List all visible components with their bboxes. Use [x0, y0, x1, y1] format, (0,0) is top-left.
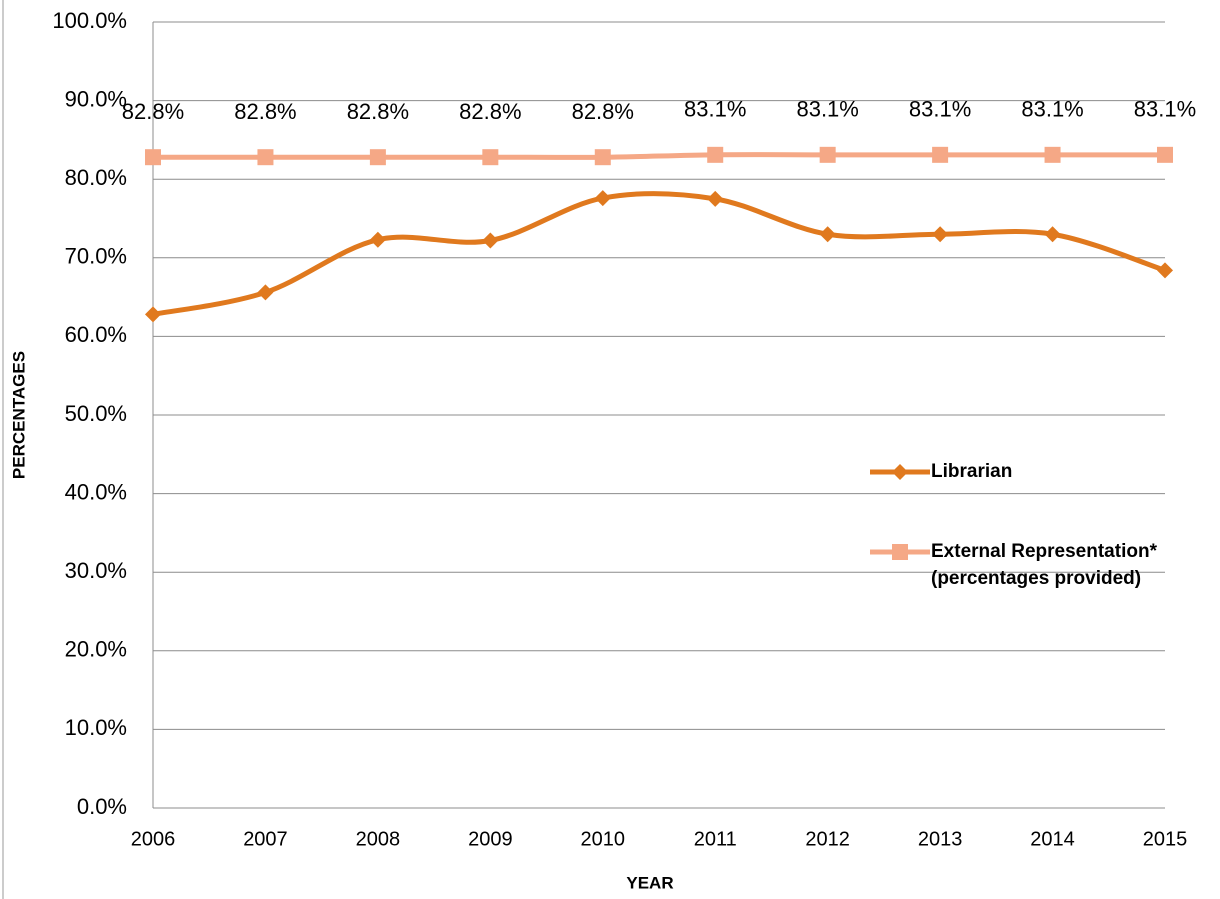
x-tick-label: 2009 — [468, 828, 513, 850]
data-label: 83.1% — [796, 97, 858, 122]
data-point — [145, 306, 161, 323]
y-tick-label: 80.0% — [65, 165, 127, 190]
data-point — [145, 149, 161, 166]
y-tick-label: 60.0% — [65, 322, 127, 347]
data-point — [1157, 146, 1173, 163]
data-point — [819, 226, 836, 243]
data-label: 83.1% — [684, 97, 746, 122]
y-tick-label: 90.0% — [65, 86, 127, 111]
data-point — [932, 226, 949, 243]
data-point — [707, 190, 724, 207]
y-tick-label: 30.0% — [65, 558, 127, 583]
x-tick-label: 2011 — [694, 828, 737, 850]
data-point — [1044, 146, 1061, 163]
x-tick-label: 2014 — [1030, 828, 1075, 850]
data-point — [1157, 262, 1173, 279]
x-tick-label: 2012 — [805, 828, 850, 850]
y-tick-label: 50.0% — [65, 401, 127, 426]
y-tick-label: 0.0% — [77, 794, 127, 819]
data-label: 82.8% — [572, 99, 634, 124]
series-line — [153, 152, 1165, 160]
x-tick-label: 2007 — [243, 828, 288, 850]
data-label: 82.8% — [122, 99, 184, 124]
data-point — [932, 146, 949, 163]
data-point — [594, 190, 611, 207]
data-point — [257, 284, 274, 301]
y-tick-label: 20.0% — [65, 637, 127, 662]
x-tick-label: 2015 — [1143, 828, 1188, 850]
y-tick-label: 40.0% — [65, 479, 127, 504]
data-point — [482, 232, 499, 249]
legend-label: Librarian — [931, 461, 1013, 482]
legend-marker — [892, 464, 908, 480]
y-tick-label: 100.0% — [52, 8, 127, 33]
legend-marker — [892, 544, 908, 560]
x-tick-label: 2013 — [918, 828, 963, 850]
data-label: 82.8% — [234, 99, 296, 124]
y-tick-label: 70.0% — [65, 244, 127, 269]
y-tick-label: 10.0% — [65, 715, 127, 740]
data-point — [1044, 226, 1061, 243]
data-label: 83.1% — [909, 97, 971, 122]
data-point — [369, 231, 386, 248]
data-label: 83.1% — [1134, 97, 1196, 122]
x-axis-title: YEAR — [626, 873, 673, 892]
data-point — [257, 149, 274, 166]
data-label: 83.1% — [1021, 97, 1083, 122]
data-point — [369, 149, 386, 166]
legend-label: External Representation* (percentages pr… — [931, 541, 1157, 589]
data-point — [707, 146, 724, 163]
data-point — [594, 149, 611, 166]
data-label: 82.8% — [459, 99, 521, 124]
x-tick-label: 2010 — [581, 828, 626, 850]
data-point — [819, 146, 836, 163]
y-axis-title: PERCENTAGES — [9, 351, 28, 479]
data-point — [482, 149, 499, 166]
data-label: 82.8% — [347, 99, 409, 124]
x-tick-label: 2008 — [356, 828, 401, 850]
x-tick-label: 2006 — [131, 828, 176, 850]
series-line — [152, 191, 1166, 317]
